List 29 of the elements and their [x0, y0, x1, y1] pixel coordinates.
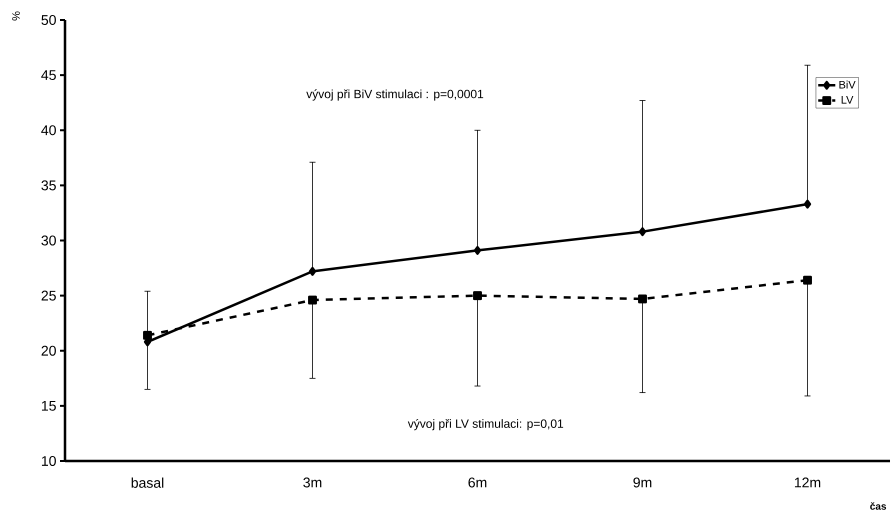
y-tick-label: 15 — [42, 400, 56, 411]
y-tick-label: 30 — [41, 236, 56, 246]
point — [804, 200, 812, 209]
point — [638, 294, 647, 304]
legend-label: LV — [842, 96, 854, 104]
point — [474, 246, 482, 255]
y-tick-label: 45 — [41, 70, 56, 80]
legend-label: BiV — [839, 80, 856, 88]
x-tick-label: basal — [132, 478, 164, 488]
x-tick-label: 6m — [468, 478, 486, 488]
y-tick-label: 35 — [41, 180, 56, 190]
point — [803, 276, 812, 285]
x-tick-label: 9m — [633, 478, 652, 488]
annotation: vývoj při BiV stimulaci : p=0,0001 — [306, 89, 484, 101]
y-tick-label: 10 — [42, 456, 56, 466]
y-axis-title: % — [12, 12, 20, 20]
point — [308, 266, 316, 276]
point — [473, 291, 482, 300]
x-tick-label: 3m — [303, 478, 322, 488]
y-tick-label: 20 — [42, 346, 56, 356]
annotation: vývoj při LV stimulaci: p=0,01 — [408, 418, 564, 430]
y-tick-label: 25 — [42, 290, 56, 301]
x-axis-title: čas — [870, 502, 886, 510]
point — [143, 330, 152, 340]
point — [638, 227, 646, 236]
point — [308, 296, 317, 304]
y-tick-label: 40 — [41, 125, 56, 136]
y-tick-label: 50 — [41, 15, 56, 25]
x-tick-label: 12m — [794, 478, 820, 488]
